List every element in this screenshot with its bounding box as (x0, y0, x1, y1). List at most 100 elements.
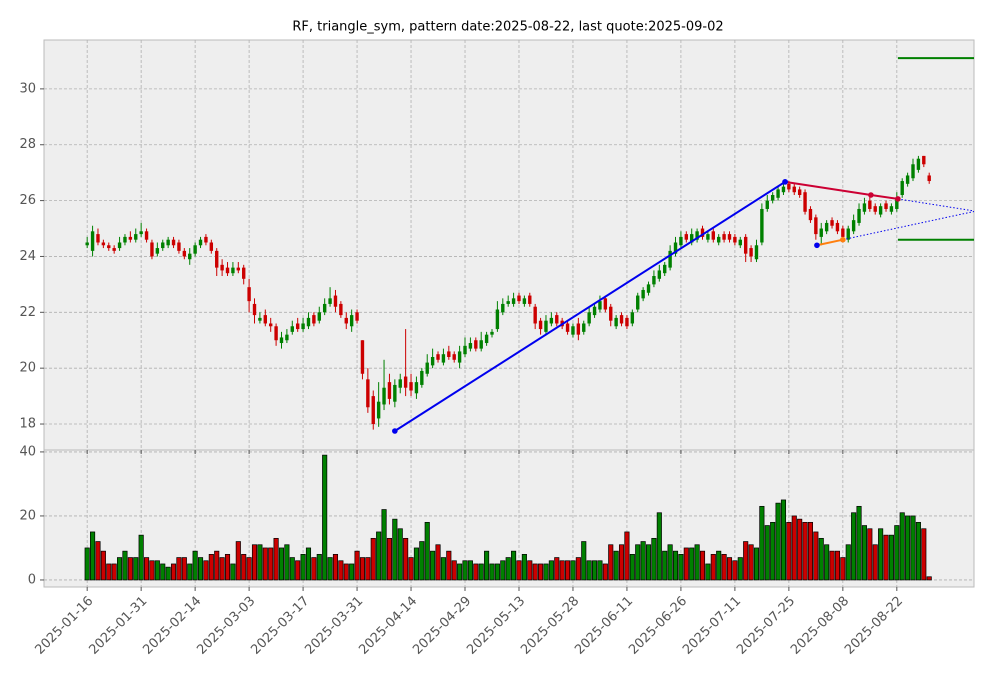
volume-bar (446, 550, 452, 581)
volume-bar (376, 531, 382, 581)
volume-bar (311, 557, 317, 581)
volume-bar (484, 550, 490, 581)
volume-bar (354, 550, 360, 581)
candle-body (598, 301, 602, 310)
candle-body (576, 323, 581, 335)
volume-bar (462, 560, 468, 581)
candle-body (474, 340, 478, 349)
volume-bar (251, 544, 258, 581)
candle-body (252, 303, 257, 316)
volume-bar (521, 554, 527, 581)
candle-body (743, 236, 748, 254)
candle-body (204, 236, 208, 243)
candle-body (290, 326, 294, 332)
candle-body (155, 248, 160, 254)
candle-body (349, 315, 354, 327)
candle-body (603, 298, 608, 310)
pattern-line (784, 180, 872, 196)
volume-bar (187, 563, 193, 581)
volume-bar (149, 560, 155, 581)
candle-body (668, 250, 672, 268)
pattern-point (895, 196, 901, 202)
volume-bar (699, 550, 706, 581)
candle-body (895, 197, 899, 209)
candle-body (733, 236, 737, 243)
volume-bar (915, 521, 921, 581)
candle-body (711, 231, 715, 240)
volume-bar (554, 557, 560, 581)
candle-body (247, 287, 251, 302)
pattern-point (868, 192, 874, 198)
volume-bar (651, 537, 657, 581)
candle-body (490, 331, 494, 335)
volume-bar (84, 547, 90, 581)
candle-body (911, 164, 915, 179)
volume-bar (133, 557, 139, 581)
volume-bar (867, 528, 873, 581)
candle-body (441, 354, 446, 363)
candle-body (420, 370, 424, 385)
candle-body (679, 236, 683, 246)
volume-bar (203, 560, 209, 581)
pattern-line (816, 238, 844, 247)
candle-body (824, 222, 829, 232)
candle-body (630, 312, 635, 324)
volume-bar (824, 544, 830, 581)
volume-bar (759, 505, 765, 581)
volume-bar (732, 560, 738, 581)
candle-body (344, 317, 348, 324)
candle-body (690, 234, 694, 243)
candle-body (263, 315, 268, 324)
candle-body (268, 323, 273, 327)
pattern-point (814, 242, 820, 249)
y-tick-label: 30 (19, 81, 36, 96)
y-tick-label: 26 (19, 193, 36, 208)
candle-body (312, 315, 316, 324)
volume-bar (829, 550, 835, 581)
volume-bar (689, 547, 695, 581)
volume-bar (413, 547, 419, 581)
candle-body (317, 312, 321, 321)
candle-body (797, 189, 802, 196)
candle-body (285, 334, 289, 341)
candle-body (889, 206, 894, 212)
candle-body (161, 242, 165, 249)
candle-body (333, 295, 338, 307)
volume-bar (791, 515, 797, 581)
volume-bar (381, 509, 387, 581)
candle-body (463, 345, 467, 355)
candle-body (722, 234, 726, 240)
candle-body (706, 234, 710, 240)
candle-body (231, 267, 235, 274)
candle-body (177, 242, 181, 251)
volume-bar (208, 554, 214, 581)
volume-bar (527, 560, 533, 581)
volume-bar (592, 560, 598, 581)
candle-body (787, 183, 791, 190)
volume-bar (548, 560, 554, 581)
volume-bar (170, 563, 177, 581)
candle-body (182, 250, 187, 257)
y-tick-label: 22 (19, 305, 36, 320)
volume-bar (888, 534, 894, 581)
volume-bar (618, 544, 625, 581)
volume-bar (586, 560, 592, 581)
candle-body (727, 234, 732, 240)
volume-bar (295, 560, 301, 581)
candle-body (565, 323, 570, 332)
candle-body (188, 253, 192, 260)
volume-bar (748, 544, 754, 581)
candle-body (884, 203, 888, 209)
volume-bar (505, 557, 511, 581)
volume-bar (716, 550, 722, 581)
candle-body (123, 236, 127, 243)
candle-body (236, 267, 241, 271)
volume-bar (122, 550, 128, 581)
candle-body (436, 354, 440, 360)
candle-body (193, 245, 197, 254)
candle-body (868, 200, 872, 209)
x-tick-label: 2025-08-22 (842, 594, 906, 658)
volume-bar (494, 563, 500, 581)
candle-body (916, 158, 921, 170)
